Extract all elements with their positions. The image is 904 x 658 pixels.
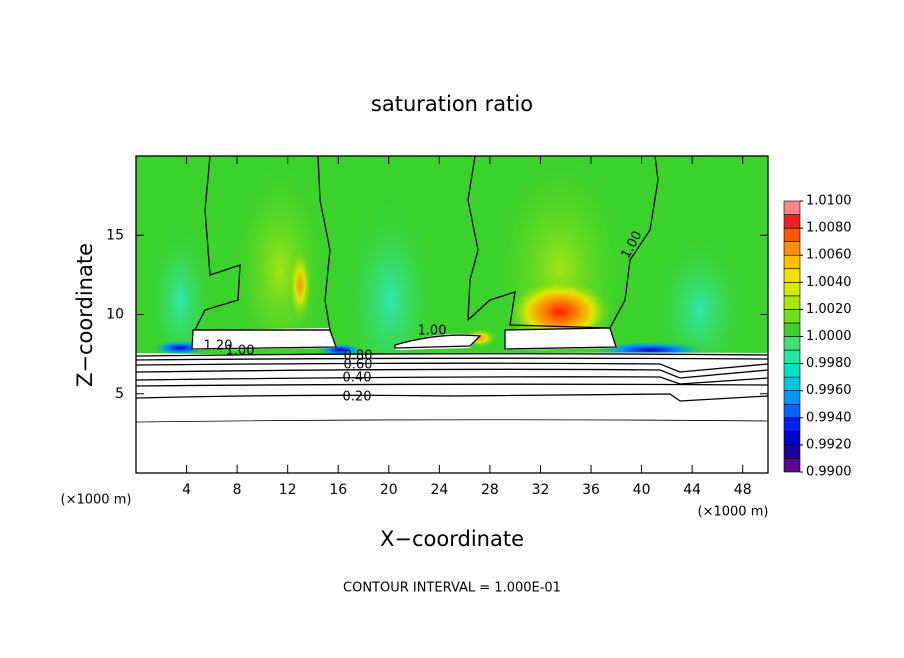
contour-label: 1.00: [226, 344, 255, 359]
colorbar-swatch: [783, 322, 801, 337]
x-axis-label: X−coordinate: [380, 527, 524, 551]
colorbar-swatch: [783, 268, 801, 283]
contour-label: 1.00: [418, 324, 447, 339]
colorbar-swatch: [783, 295, 801, 310]
field: [136, 156, 768, 473]
x-tick-label: 4: [182, 482, 191, 498]
colorbar-label: 1.0080: [806, 221, 852, 236]
contour-label: 1.20: [204, 339, 233, 354]
x-tick-label: 16: [329, 482, 347, 498]
footer: CONTOUR INTERVAL = 1.000E-01: [343, 581, 561, 596]
y-tick-label: 5: [115, 386, 124, 402]
colorbar-swatch: [783, 336, 801, 351]
colorbar-label: 1.0000: [806, 329, 852, 344]
contour-label: 0.20: [343, 390, 372, 405]
contour-label: 0.60: [344, 358, 373, 373]
colorbar-label: 1.0100: [806, 194, 852, 209]
colorbar-swatch: [783, 281, 801, 297]
y-axis-label: Z−coordinate: [73, 243, 97, 387]
colorbar-label: 0.9920: [806, 437, 852, 452]
x-tick-label: 12: [279, 482, 297, 498]
colorbar-swatch: [783, 349, 801, 364]
colorbar-label: 1.0060: [806, 248, 852, 263]
colorbar-swatch: [783, 403, 801, 419]
x-tick-label: 36: [582, 482, 600, 498]
colorbar-swatch: [783, 200, 801, 215]
colorbar-swatch: [783, 363, 801, 378]
colorbar-swatch: [783, 390, 801, 405]
x-tick-label: 28: [481, 482, 499, 498]
colorbar-swatch: [783, 241, 801, 256]
colorbar-label: 0.9900: [806, 465, 852, 480]
contour-label: 0.40: [343, 371, 372, 386]
colorbar-label: 1.0040: [806, 275, 852, 290]
chart-title: saturation ratio: [371, 92, 533, 116]
x-tick-label: 24: [430, 482, 448, 498]
colorbar-swatch: [783, 431, 801, 446]
colorbar-swatch: [783, 417, 801, 432]
x-tick-label: 32: [532, 482, 550, 498]
colorbar-swatch: [783, 227, 801, 242]
x-tick-label: 20: [380, 482, 398, 498]
colorbar-label: 0.9980: [806, 356, 852, 371]
x-tick-label: 48: [734, 482, 752, 498]
colorbar-label: 0.9960: [806, 383, 852, 398]
colorbar-swatch: [783, 458, 801, 473]
colorbar-label: 1.0020: [806, 302, 852, 317]
x-tick-label: 8: [233, 482, 242, 498]
x-tick-label: 40: [633, 482, 651, 498]
colorbar-swatch: [783, 254, 801, 270]
colorbar-swatch: [783, 444, 801, 459]
unit-label: (×1000 m): [698, 505, 769, 520]
colorbar-label: 0.9940: [806, 410, 852, 425]
colorbar-swatch: [783, 376, 801, 391]
contour-label: 0.80: [344, 349, 373, 364]
y-tick-label: 10: [106, 307, 124, 323]
colorbar-swatch: [783, 214, 801, 229]
y-tick-label: 15: [106, 227, 124, 243]
x-tick-label: 44: [683, 482, 701, 498]
colorbar-swatch: [783, 309, 801, 324]
unit-label: (×1000 m): [61, 493, 132, 508]
